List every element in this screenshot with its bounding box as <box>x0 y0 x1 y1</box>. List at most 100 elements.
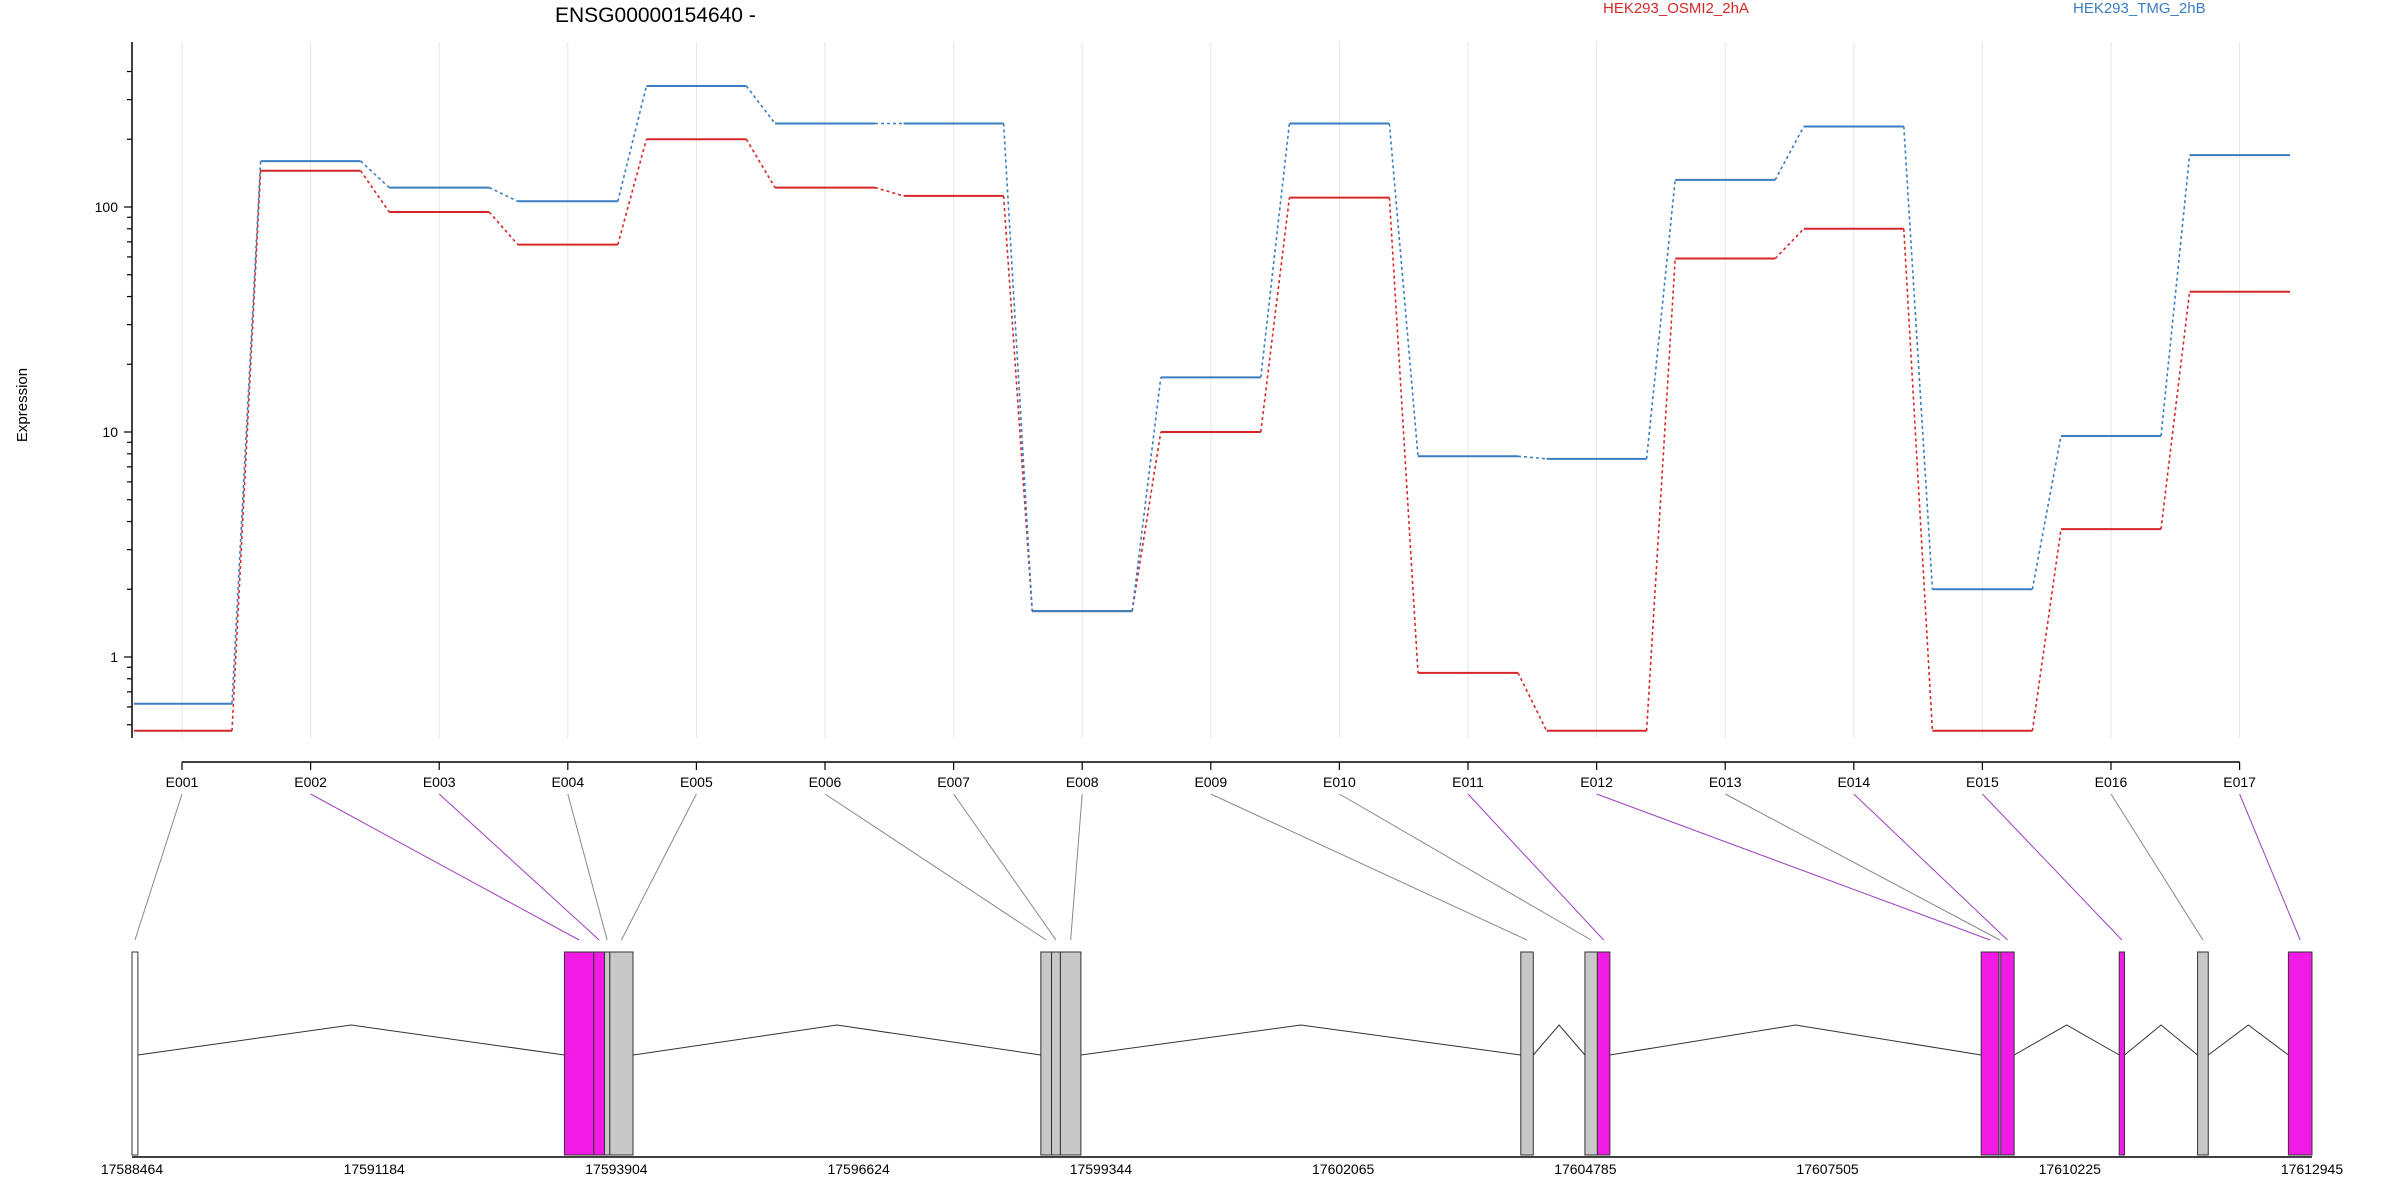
x-tick-label-e002: E002 <box>294 774 327 790</box>
x-tick-label-e011: E011 <box>1452 774 1484 790</box>
series-connector <box>1131 377 1162 612</box>
series-connector <box>874 186 904 197</box>
series-connector <box>1131 431 1162 612</box>
x-tick-label-e001: E001 <box>166 774 199 790</box>
connector-e004 <box>567 793 608 941</box>
legend-entry-osmi2: HEK293_OSMI2_2hA <box>1603 0 1749 17</box>
intron-line <box>137 1024 565 1056</box>
exon-box-e001 <box>131 951 139 1156</box>
series-connector <box>1388 123 1419 457</box>
exon-box-e009 <box>1520 951 1534 1156</box>
connector-e001 <box>134 793 183 941</box>
series-connector <box>617 139 648 245</box>
coord-tick-label: 17599344 <box>1070 1161 1133 1177</box>
coord-tick-label: 17612945 <box>2281 1161 2344 1177</box>
x-tick-label-e008: E008 <box>1066 774 1099 790</box>
y-tick-label: 100 <box>95 199 119 215</box>
series-connector <box>1774 228 1805 260</box>
series-osmi2 <box>134 138 2290 732</box>
genomic-coordinate-axis: 17588464 17591184 17593904 17596624 17599344… <box>101 1156 2344 1177</box>
y-axis: 1 10 100 <box>95 42 133 738</box>
connector-e012 <box>1596 793 1991 941</box>
x-tick-label-e016: E016 <box>2095 774 2128 790</box>
connector-e016 <box>2110 793 2204 941</box>
x-tick-label-e003: E003 <box>423 774 456 790</box>
gene-model <box>131 951 2313 1156</box>
series-connector <box>231 170 262 731</box>
x-tick-label-e012: E012 <box>1580 774 1613 790</box>
series-connector <box>1260 123 1291 378</box>
connector-e010 <box>1339 793 1592 941</box>
connector-e013 <box>1724 793 2001 941</box>
coord-tick-label: 17588464 <box>101 1161 164 1177</box>
exon-box-e008 <box>1059 951 1082 1156</box>
x-tick-label-e004: E004 <box>551 774 584 790</box>
connector-e011 <box>1467 793 1604 941</box>
coord-tick-label: 17604785 <box>1554 1161 1617 1177</box>
series-connector <box>231 161 262 704</box>
connector-e009 <box>1210 793 1528 941</box>
connector-e017 <box>2239 793 2301 941</box>
series-connector <box>2160 155 2191 437</box>
series-connector <box>488 186 519 203</box>
series-connector <box>2031 435 2062 590</box>
intron-line <box>2013 1024 2120 1056</box>
coord-tick-label: 17602065 <box>1312 1161 1375 1177</box>
connector-e007 <box>953 793 1057 941</box>
series-connector <box>745 138 776 188</box>
coord-tick-label: 17610225 <box>2039 1161 2102 1177</box>
y-tick-label: 10 <box>102 424 118 440</box>
y-axis-title: Expression <box>14 368 31 442</box>
x-tick-label-e014: E014 <box>1837 774 1870 790</box>
series-connector <box>1903 126 1934 590</box>
connector-e015 <box>1982 793 2123 941</box>
connector-e008 <box>1070 793 1083 941</box>
intron-line <box>1532 1024 1586 1056</box>
x-tick-label-e015: E015 <box>1966 774 1999 790</box>
coord-tick-label: 17596624 <box>827 1161 890 1177</box>
series-connector <box>2160 291 2191 530</box>
intron-line <box>1080 1024 1521 1056</box>
exon-box-e017 <box>2287 951 2313 1156</box>
exon-box-e006 <box>1040 951 1053 1156</box>
series-connector <box>1517 672 1548 732</box>
grid-lines <box>181 42 2241 738</box>
exon-box-e014 <box>2000 951 2015 1156</box>
x-tick-label-e007: E007 <box>937 774 970 790</box>
series-connector <box>360 160 390 189</box>
series-tmg <box>134 84 2290 705</box>
legend-entry-tmg: HEK293_TMG_2hB <box>2073 0 2206 17</box>
plot-series <box>134 84 2290 732</box>
intron-line <box>1609 1024 1982 1056</box>
exon-box-e004 <box>603 951 611 1156</box>
exon-box-e011 <box>1596 951 1611 1156</box>
series-connector <box>2031 529 2062 731</box>
series-connector <box>1774 126 1805 181</box>
connector-e014 <box>1853 793 2008 941</box>
series-connector <box>1517 455 1547 460</box>
intron-line <box>2124 1024 2198 1056</box>
x-axis: E001 E002 E003 E004 E005 E006 E007 E008 E009 E010… <box>166 761 2256 790</box>
connector-e002 <box>310 793 580 941</box>
x-tick-label-e013: E013 <box>1709 774 1742 790</box>
coord-tick-label: 17593904 <box>585 1161 648 1177</box>
exon-box-e012 <box>1980 951 2000 1156</box>
series-connector <box>1388 197 1419 673</box>
coord-tick-label: 17607505 <box>1796 1161 1859 1177</box>
connector-e003 <box>438 793 600 941</box>
exon-box-e015 <box>2118 951 2126 1156</box>
series-connector <box>488 211 519 246</box>
exon-connectors <box>134 793 2301 941</box>
exon-box-e016 <box>2197 951 2209 1156</box>
intron-line <box>2207 1024 2289 1056</box>
series-connector <box>745 85 776 124</box>
series-connector <box>1002 123 1033 612</box>
chart-title: ENSG00000154640 - <box>555 4 756 27</box>
connector-e005 <box>620 793 697 941</box>
x-tick-label-e017: E017 <box>2223 774 2256 790</box>
coord-tick-label: 17591184 <box>344 1161 405 1177</box>
intron-line <box>632 1024 1041 1056</box>
series-connector <box>1903 228 1934 731</box>
exon-box-e010 <box>1584 951 1598 1156</box>
